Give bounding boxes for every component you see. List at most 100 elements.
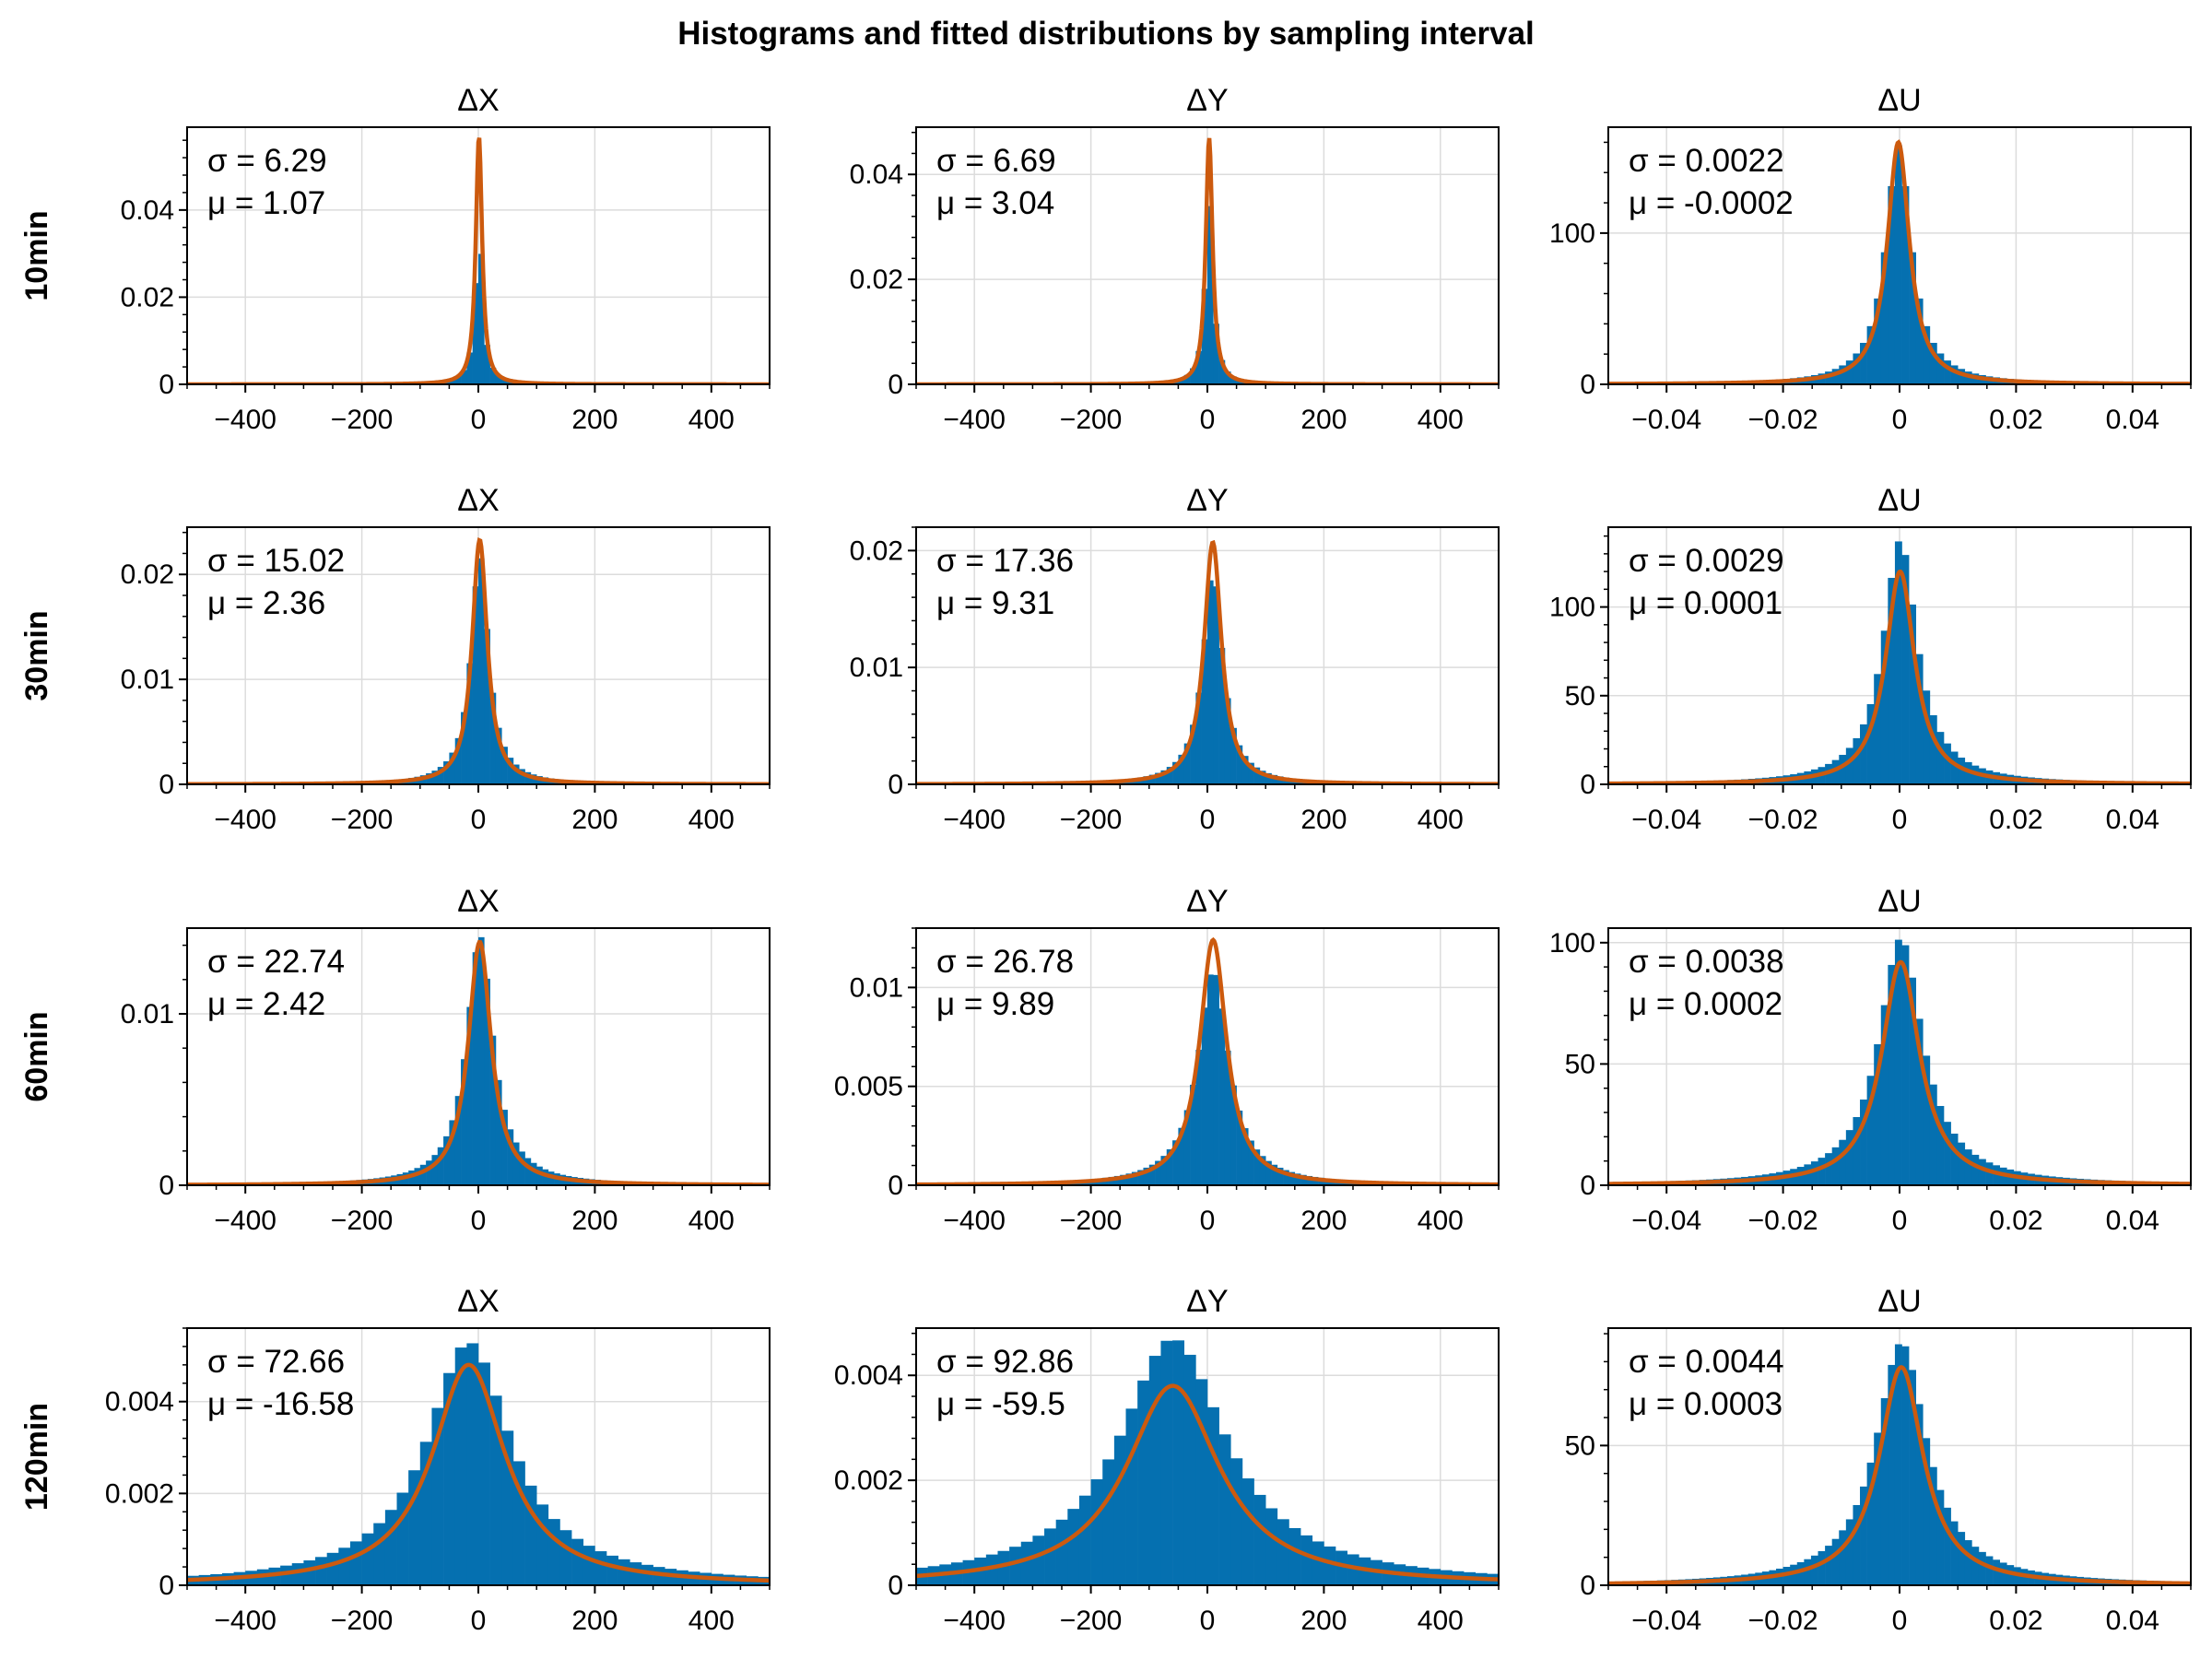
- panel-30min-0: −400 −200 0 200 400 0 0.01 0.02 ΔX σ = 15.02 μ = 2…: [121, 483, 771, 835]
- histogram-bar-52: [489, 692, 497, 784]
- histogram-bar-27: [1796, 1167, 1805, 1185]
- y-tick-label: 0: [159, 370, 174, 400]
- y-tick-label: 100: [1549, 218, 1595, 249]
- histogram-bar-45: [1923, 690, 1931, 784]
- histogram-bar-50: [1207, 206, 1214, 384]
- histogram-bar-42: [1901, 1346, 1910, 1585]
- x-tick-label: 0: [471, 1606, 487, 1636]
- y-tick-label: 0.02: [850, 535, 903, 566]
- x-tick-label: −200: [1060, 1606, 1123, 1636]
- fit-curve: [1608, 569, 2191, 784]
- histogram-bar-32: [1831, 1538, 1840, 1585]
- histogram-bar-52: [1218, 359, 1226, 384]
- panel-title: ΔY: [1186, 1284, 1228, 1319]
- histogram-bar-52: [1971, 1154, 1980, 1185]
- histogram-bar-38: [1359, 1557, 1371, 1585]
- histogram-bar-51: [484, 978, 490, 1185]
- histogram-bar-46: [1929, 1466, 1937, 1585]
- x-tick-label: −400: [943, 1606, 1006, 1636]
- histogram-bar-43: [1909, 977, 1916, 1185]
- histogram-bar-51: [1964, 1540, 1972, 1585]
- histogram-bar-48: [1195, 692, 1202, 784]
- histogram-bar-48: [1944, 1122, 1951, 1185]
- x-tick-label: 200: [1300, 805, 1347, 835]
- histogram-bar-46: [454, 737, 462, 784]
- histogram-bar-58: [1253, 1149, 1261, 1185]
- histogram-bar-34: [1845, 360, 1853, 384]
- histogram-bar-36: [1860, 343, 1867, 384]
- histogram-bar-32: [1831, 1147, 1840, 1185]
- x-tick-label: 400: [688, 805, 735, 835]
- y-tick-label: 0.02: [121, 282, 174, 312]
- histogram-bar-60: [1265, 1160, 1272, 1185]
- histogram-bar-35: [1324, 1546, 1336, 1585]
- histogram-bar-32: [1831, 369, 1840, 384]
- histogram-bar-48: [1195, 1049, 1202, 1185]
- x-tick-label: −200: [1060, 405, 1123, 435]
- histogram-bar-35: [594, 1551, 607, 1585]
- histogram-bar-61: [542, 1169, 549, 1185]
- histogram-bar-47: [1190, 1084, 1196, 1185]
- histogram-bar-16: [1102, 1459, 1115, 1585]
- histogram-bar-41: [426, 1160, 432, 1185]
- histogram-bar-42: [1160, 770, 1168, 784]
- histogram-bar-29: [1810, 1555, 1818, 1585]
- histogram-bar-56: [1241, 756, 1249, 784]
- y-tick-label: 0: [1580, 770, 1595, 800]
- histogram-bar-53: [1224, 698, 1231, 784]
- histogram-bar-53: [495, 375, 502, 384]
- histogram-bar-29: [1253, 1494, 1266, 1585]
- fit-curve: [916, 1383, 1499, 1582]
- histogram-bar-27: [1230, 1458, 1243, 1585]
- histogram-bar-40: [1148, 1164, 1156, 1185]
- y-tick-label: 0.004: [105, 1387, 174, 1418]
- histogram-bar-34: [1113, 1175, 1121, 1185]
- histogram-bar-45: [449, 752, 456, 784]
- panel-60min-2: −0.04 −0.02 0 0.02 0.04 0 50 100 ΔU σ = 0.0038 μ =…: [1549, 884, 2192, 1236]
- histogram-bar-49: [472, 952, 479, 1185]
- histogram-bar-51: [1964, 761, 1972, 784]
- histogram-bar-55: [1993, 1559, 2001, 1585]
- x-tick-label: 0.02: [1989, 405, 2042, 435]
- panel-120min-1: −400 −200 0 200 400 0 0.002 0.004 ΔY σ = 92.86 μ =…: [834, 1284, 1500, 1636]
- histogram-bar-36: [1860, 1486, 1867, 1585]
- x-tick-label: 0: [1200, 405, 1216, 435]
- y-tick-label: 0: [159, 1171, 174, 1201]
- histogram-bar-40: [1888, 577, 1896, 784]
- fit-curve: [187, 1362, 770, 1583]
- histogram-bar-46: [1929, 1084, 1937, 1185]
- histogram-bar-43: [437, 767, 444, 784]
- histogram-bar-34: [1845, 747, 1853, 784]
- histogram-bar-26: [489, 1395, 502, 1585]
- x-tick-label: −0.02: [1748, 805, 1818, 835]
- histogram-bar-51: [1213, 586, 1219, 784]
- y-tick-label: 0.005: [834, 1072, 903, 1102]
- x-tick-label: −200: [331, 805, 394, 835]
- histogram-bar-46: [1929, 715, 1937, 784]
- sigma-annotation: σ = 6.69: [936, 143, 1056, 179]
- histogram-bar-54: [1230, 1085, 1237, 1185]
- histogram-bar-67: [1306, 1175, 1313, 1185]
- histogram-bar-54: [1985, 1162, 1994, 1185]
- x-tick-label: 0.04: [2106, 1606, 2159, 1636]
- histogram-bar-33: [1839, 1530, 1847, 1585]
- histogram-bar-23: [454, 1347, 467, 1585]
- histogram-bar-18: [1125, 1408, 1138, 1585]
- histogram-bar-51: [1964, 1149, 1972, 1185]
- histogram-bar-31: [1277, 1519, 1289, 1585]
- x-tick-label: −200: [1060, 805, 1123, 835]
- histogram-bar-57: [519, 1151, 525, 1185]
- histogram-bar-50: [1207, 580, 1214, 784]
- histogram-bar-50: [478, 253, 485, 384]
- histogram-bar-34: [582, 1546, 595, 1585]
- x-tick-label: 0.02: [1989, 1206, 2042, 1236]
- histogram-bar-43: [437, 1147, 444, 1185]
- histogram-bar-54: [501, 1110, 508, 1185]
- histogram-bar-42: [1901, 185, 1910, 384]
- histogram-bar-50: [478, 936, 485, 1185]
- mu-annotation: μ = 2.42: [207, 986, 325, 1022]
- histogram-bar-56: [512, 1142, 520, 1185]
- histogram-bar-44: [1915, 653, 1924, 784]
- panel-title: ΔX: [457, 1284, 499, 1319]
- histogram-bar-49: [472, 586, 479, 784]
